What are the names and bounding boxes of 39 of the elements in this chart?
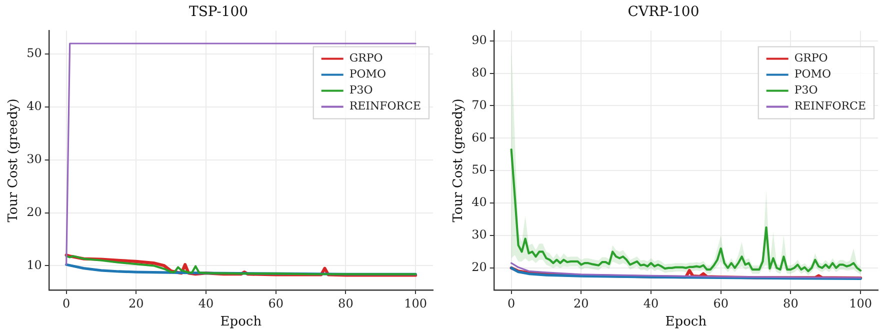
x-tick-label: 40: [643, 296, 659, 310]
legend-label: GRPO: [794, 52, 828, 65]
x-tick-label: 100: [404, 296, 427, 310]
x-tick-label: 20: [128, 296, 144, 310]
y-tick-label: 10: [26, 258, 42, 272]
y-tick-label: 20: [26, 204, 42, 219]
x-axis-title: Epoch: [220, 314, 262, 330]
y-tick-label: 70: [472, 98, 487, 112]
x-axis-title: Epoch: [665, 314, 708, 330]
y-axis-title: Tour Cost (greedy): [451, 98, 466, 222]
legend-label: P3O: [794, 84, 818, 97]
y-tick-label: 50: [26, 46, 42, 60]
y-tick-label: 40: [472, 195, 487, 210]
x-tick-label: 60: [713, 296, 728, 310]
y-tick-label: 20: [472, 260, 487, 274]
y-axis-title: Tour Cost (greedy): [6, 98, 22, 222]
x-tick-label: 60: [268, 296, 284, 310]
legend-label: POMO: [794, 68, 832, 81]
legend-label: P3O: [349, 84, 373, 97]
legend-label: GRPO: [349, 52, 383, 65]
x-tick-label: 0: [508, 296, 516, 310]
legend-label: REINFORCE: [794, 100, 866, 113]
chart-title: CVRP-100: [628, 4, 700, 20]
x-tick-label: 20: [574, 296, 589, 310]
y-tick-label: 40: [26, 99, 42, 114]
legend-label: REINFORCE: [349, 100, 422, 113]
y-tick-label: 30: [472, 228, 487, 242]
chart-title: TSP-100: [188, 4, 248, 20]
y-tick-label: 50: [472, 162, 487, 177]
x-tick-label: 80: [338, 296, 354, 310]
x-tick-label: 100: [849, 296, 872, 310]
x-tick-label: 40: [198, 296, 214, 310]
y-tick-label: 90: [472, 32, 487, 47]
y-tick-label: 30: [26, 152, 42, 166]
y-tick-label: 80: [472, 65, 487, 80]
y-tick-label: 60: [472, 130, 487, 144]
x-tick-label: 0: [62, 296, 70, 310]
legend-label: POMO: [349, 68, 386, 81]
x-tick-label: 80: [783, 296, 798, 310]
